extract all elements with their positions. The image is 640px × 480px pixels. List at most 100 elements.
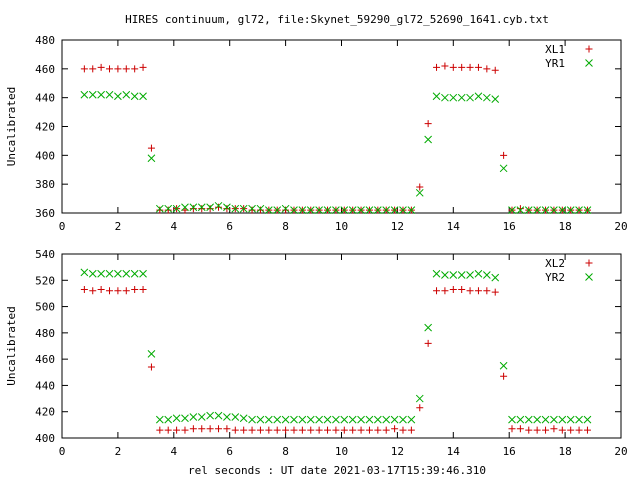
- data-point-plus: [340, 426, 348, 434]
- data-point-cross: [189, 413, 198, 421]
- data-point-cross: [114, 269, 122, 278]
- data-point-plus: [474, 287, 482, 295]
- y-tick-label: 460: [35, 353, 55, 366]
- y-tick-label: 480: [35, 327, 55, 340]
- x-tick-label: 8: [282, 220, 289, 233]
- data-point-plus: [248, 426, 256, 434]
- data-point-cross: [348, 206, 357, 214]
- data-point-cross: [491, 273, 500, 282]
- data-point-cross: [583, 206, 592, 214]
- data-point-cross: [407, 206, 416, 214]
- data-point-cross: [332, 206, 340, 214]
- data-point-cross: [239, 204, 248, 213]
- data-point-cross: [508, 415, 516, 424]
- data-point-cross: [306, 206, 315, 214]
- data-point-cross: [441, 93, 449, 102]
- data-point-cross: [424, 135, 432, 144]
- data-point-plus: [156, 426, 164, 434]
- plot-frame: [61, 253, 622, 439]
- data-point-plus: [433, 287, 441, 295]
- data-point-cross: [382, 415, 391, 424]
- data-point-plus: [147, 363, 155, 371]
- data-point-cross: [390, 415, 399, 424]
- y-axis-label: Uncalibrated: [5, 87, 18, 166]
- legend-marker: [585, 59, 593, 67]
- data-point-plus: [147, 144, 155, 152]
- data-point-plus: [89, 287, 97, 295]
- data-point-cross: [139, 269, 147, 278]
- data-point-plus: [282, 426, 290, 434]
- data-point-plus: [533, 426, 541, 434]
- data-point-cross: [323, 415, 332, 424]
- data-point-cross: [474, 269, 483, 278]
- data-point-plus: [206, 425, 214, 433]
- data-point-cross: [432, 92, 441, 101]
- data-point-cross: [147, 154, 156, 163]
- data-point-cross: [105, 90, 114, 99]
- data-point-cross: [474, 92, 483, 101]
- data-point-cross: [415, 394, 424, 403]
- data-point-cross: [80, 268, 89, 277]
- y-tick-label: 520: [35, 274, 55, 287]
- data-point-cross: [340, 415, 349, 424]
- data-point-cross: [122, 269, 131, 278]
- x-tick-label: 16: [503, 445, 516, 458]
- data-point-plus: [500, 372, 508, 380]
- data-point-cross: [533, 206, 542, 214]
- data-point-cross: [482, 93, 491, 102]
- data-point-cross: [214, 411, 223, 420]
- data-point-plus: [491, 66, 499, 74]
- data-point-cross: [482, 271, 491, 279]
- data-point-cross: [550, 415, 558, 424]
- y-tick-label: 400: [35, 432, 55, 445]
- data-point-cross: [516, 206, 525, 214]
- data-point-cross: [332, 415, 340, 424]
- data-point-cross: [290, 415, 298, 424]
- plot-frame: [61, 39, 622, 214]
- data-point-plus: [466, 63, 474, 71]
- x-tick-label: 12: [391, 445, 404, 458]
- legend-marker: [585, 45, 593, 53]
- x-tick-label: 14: [447, 220, 461, 233]
- data-point-cross: [524, 415, 533, 424]
- data-point-plus: [139, 63, 147, 71]
- data-point-plus: [189, 425, 197, 433]
- legend-label: YR1: [545, 57, 565, 70]
- data-point-cross: [273, 415, 282, 424]
- data-point-cross: [541, 415, 550, 424]
- data-point-plus: [256, 426, 264, 434]
- data-point-plus: [407, 426, 415, 434]
- data-point-cross: [575, 206, 583, 214]
- y-tick-label: 440: [35, 379, 55, 392]
- data-point-plus: [164, 426, 172, 434]
- data-point-cross: [399, 415, 407, 424]
- data-point-plus: [332, 426, 340, 434]
- data-point-plus: [441, 62, 449, 70]
- data-point-cross: [223, 413, 231, 421]
- x-tick-label: 0: [59, 220, 66, 233]
- data-point-cross: [248, 204, 256, 213]
- data-point-plus: [181, 426, 189, 434]
- data-point-cross: [189, 203, 198, 212]
- data-point-plus: [391, 425, 399, 433]
- data-point-cross: [130, 92, 139, 101]
- data-point-cross: [499, 164, 508, 173]
- data-point-plus: [516, 425, 524, 433]
- data-point-cross: [566, 415, 575, 424]
- data-point-plus: [80, 285, 88, 293]
- data-point-plus: [307, 426, 315, 434]
- legend-label: XL2: [545, 257, 565, 270]
- data-point-cross: [281, 204, 290, 213]
- data-point-plus: [131, 285, 139, 293]
- y-tick-label: 380: [35, 178, 55, 191]
- data-point-cross: [97, 269, 105, 278]
- y-tick-label: 420: [35, 406, 55, 419]
- data-point-plus: [567, 426, 575, 434]
- data-point-cross: [139, 92, 147, 101]
- data-point-cross: [315, 206, 323, 214]
- data-point-cross: [449, 93, 458, 102]
- data-point-cross: [164, 204, 173, 213]
- data-point-cross: [499, 361, 508, 370]
- data-point-cross: [172, 414, 181, 423]
